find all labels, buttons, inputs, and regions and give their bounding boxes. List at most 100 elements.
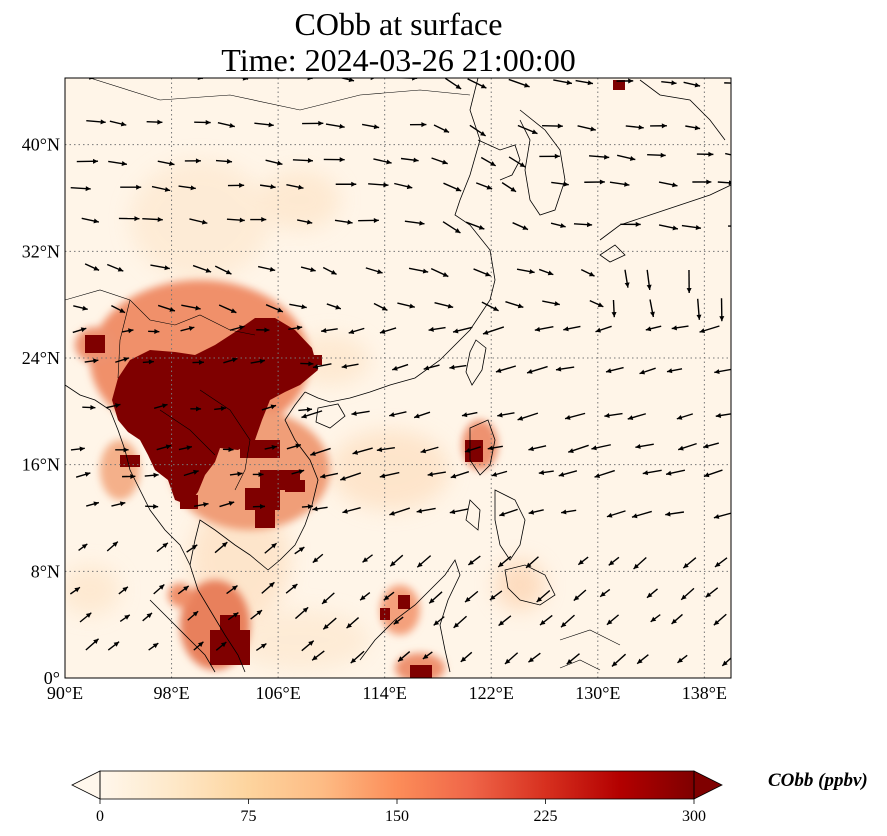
- wind-arrow: [261, 581, 275, 594]
- colorbar-tick-label: 0: [96, 808, 104, 825]
- wind-arrow: [599, 588, 611, 598]
- wind-arrow: [501, 182, 517, 193]
- wind-arrow: [713, 512, 731, 519]
- wind-arrow: [392, 363, 409, 371]
- wind-arrow: [379, 471, 400, 479]
- wind-arrow: [442, 221, 461, 234]
- wind-arrow: [517, 412, 539, 421]
- wind-arrow: [286, 183, 304, 190]
- wind-arrow: [538, 470, 554, 475]
- colorbar-label: CObb (ppbv): [768, 770, 868, 791]
- wind-arrow: [498, 615, 512, 627]
- wind-arrow: [639, 367, 656, 375]
- wind-arrow: [536, 589, 551, 603]
- wind-arrow: [106, 263, 124, 272]
- wind-arrow: [122, 473, 136, 479]
- wind-arrow: [508, 78, 530, 88]
- wind-arrow: [106, 541, 119, 552]
- wind-arrow: [427, 471, 446, 477]
- wind-arrow: [70, 446, 85, 452]
- wind-arrow: [491, 470, 508, 477]
- wind-arrow: [584, 179, 605, 185]
- axis-ticks: 90°E 98°E 106°E 114°E 122°E 130°E 138°E 0° 8°N 16…: [22, 135, 727, 703]
- wind-arrow: [219, 501, 235, 508]
- wind-arrow: [393, 616, 404, 625]
- wind-arrow: [86, 119, 106, 125]
- wind-arrow: [285, 583, 298, 594]
- wind-arrow: [352, 447, 373, 455]
- wind-arrow: [635, 443, 654, 449]
- wind-arrow: [550, 222, 566, 229]
- wind-arrow: [178, 185, 196, 191]
- wind-arrow: [193, 502, 209, 508]
- wind-arrow: [153, 584, 165, 595]
- wind-arrow: [215, 641, 227, 651]
- wind-arrow: [661, 80, 677, 86]
- wind-arrow: [322, 266, 337, 275]
- wind-arrow: [118, 216, 140, 222]
- wind-arrow: [404, 220, 425, 226]
- wind-arrow: [715, 413, 731, 418]
- wind-arrow: [577, 125, 596, 132]
- wind-arrow: [487, 445, 503, 451]
- wind-arrow: [431, 157, 448, 165]
- wind-arrow: [107, 641, 120, 651]
- wind-arrow: [433, 616, 445, 626]
- wind-arrow: [192, 264, 212, 273]
- wind-arrow: [430, 267, 449, 278]
- wind-arrow: [482, 326, 505, 335]
- wind-arrow: [252, 504, 266, 510]
- wind-arrow: [591, 444, 611, 451]
- wind-arrow: [714, 368, 731, 375]
- wind-arrow: [671, 613, 683, 625]
- wind-arrow: [150, 264, 170, 271]
- wind-arrow: [250, 217, 267, 223]
- wind-arrow: [289, 303, 307, 310]
- wind-arrow: [348, 327, 365, 335]
- wind-arrow: [397, 302, 415, 309]
- wind-arrow: [146, 119, 163, 125]
- y-tick-label: 40°N: [22, 135, 60, 155]
- wind-arrow: [153, 403, 168, 409]
- wind-arrow: [394, 182, 413, 190]
- wind-arrow: [696, 151, 714, 157]
- wind-arrow: [351, 410, 370, 416]
- wind-arrow: [528, 652, 541, 663]
- wind-arrow: [497, 555, 512, 568]
- wind-arrow: [111, 305, 126, 314]
- wind-arrow: [717, 180, 731, 186]
- wind-arrow: [145, 503, 159, 509]
- wind-arrow: [190, 406, 202, 412]
- wind-arrow: [177, 585, 190, 595]
- wind-arrow: [252, 471, 264, 477]
- wind-arrow: [79, 612, 92, 623]
- wind-arrow: [534, 326, 554, 332]
- wind-arrow: [646, 588, 658, 599]
- wind-arrow: [194, 119, 211, 125]
- wind-arrow: [254, 122, 274, 128]
- wind-arrow: [144, 72, 161, 77]
- wind-arrow: [696, 298, 702, 320]
- wind-arrow: [183, 469, 199, 477]
- wind-arrow: [665, 469, 686, 476]
- map-title: CObb at surface: [294, 6, 503, 42]
- wind-arrow: [373, 158, 392, 165]
- x-tick-label: 114°E: [362, 683, 407, 703]
- wind-arrow: [499, 508, 518, 517]
- wind-arrow: [647, 152, 666, 158]
- colorbar-extend-high: [693, 770, 723, 800]
- wind-arrow: [734, 126, 751, 131]
- wind-arrow: [504, 652, 519, 665]
- wind-arrow: [334, 219, 353, 225]
- wind-arrow: [453, 615, 468, 629]
- wind-arrow: [683, 81, 701, 88]
- wind-arrow: [180, 326, 195, 332]
- wind-arrow: [389, 507, 411, 516]
- wind-arrow: [358, 217, 379, 223]
- wind-arrow: [193, 641, 204, 651]
- wind-arrow: [361, 123, 380, 130]
- wind-arrow: [214, 541, 228, 554]
- wind-arrow: [256, 327, 270, 333]
- wind-arrow: [326, 303, 342, 310]
